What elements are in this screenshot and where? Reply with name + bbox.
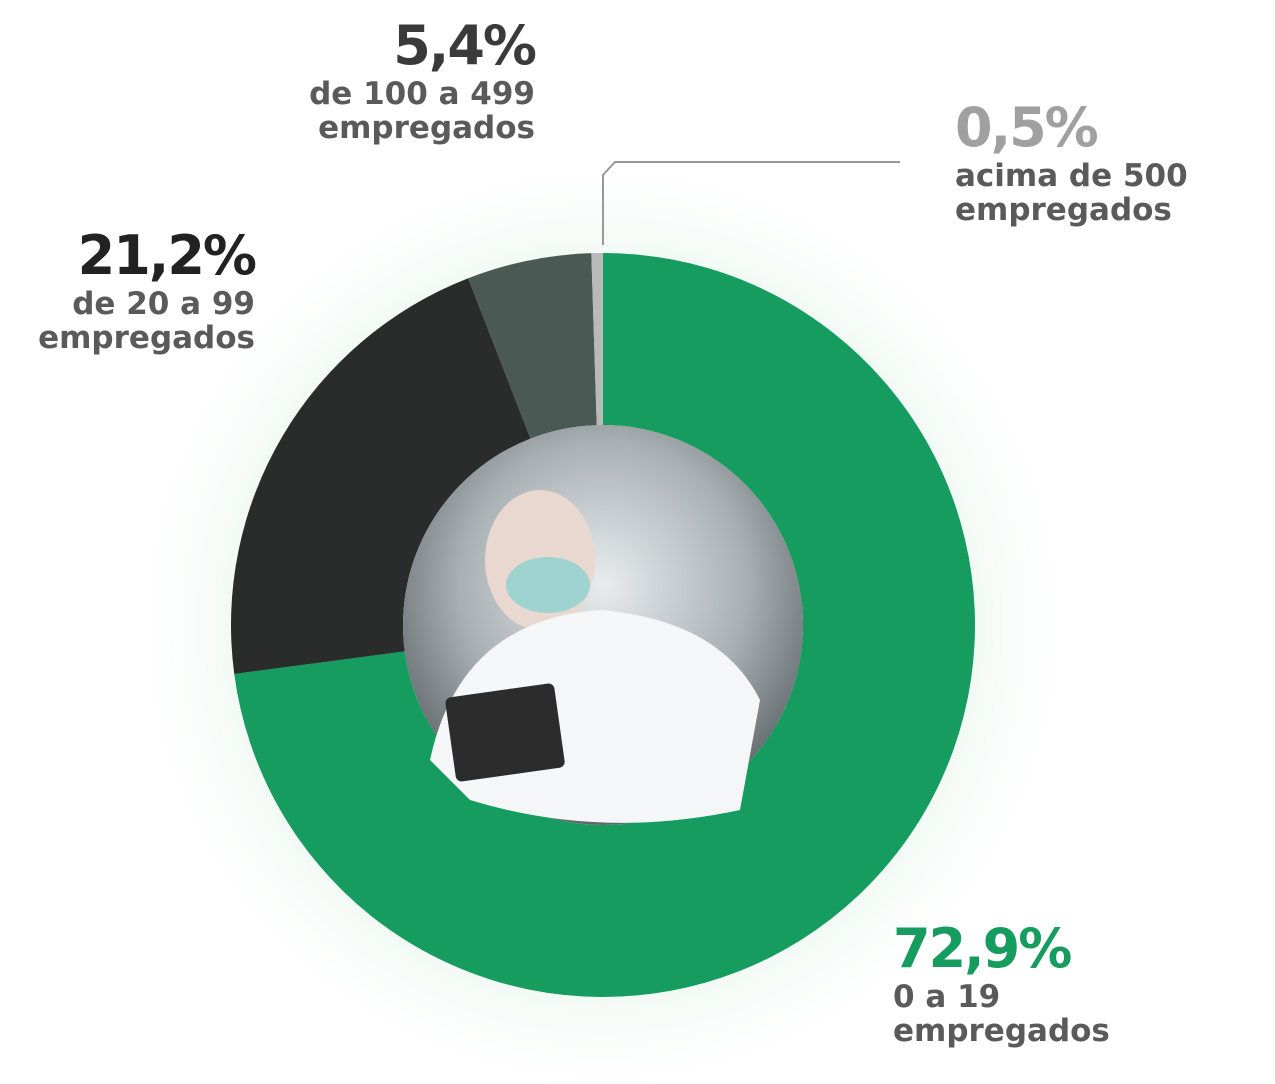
slice-label: 0,5% acima de 500 empregados xyxy=(955,96,1275,228)
slice-label: 5,4% de 100 a 499 empregados xyxy=(275,14,537,146)
category-label: de 20 a 99 empregados xyxy=(38,286,255,356)
slice xyxy=(468,253,597,439)
category-label: de 100 a 499 empregados xyxy=(309,76,535,146)
leader-line xyxy=(602,161,900,245)
category-label: acima de 500 empregados xyxy=(955,158,1188,228)
slice xyxy=(591,253,603,426)
value-label: 72,9% xyxy=(893,917,1072,980)
category-label: 0 a 19 empregados xyxy=(893,979,1110,1049)
photo-mask xyxy=(506,557,590,613)
slice-label: 72,9% 0 a 19 empregados xyxy=(893,917,1153,1049)
value-label: 5,4% xyxy=(393,14,537,77)
slice xyxy=(234,253,976,997)
slices xyxy=(231,253,976,997)
value-label: 21,2% xyxy=(77,224,257,287)
photo-clipboard xyxy=(445,683,565,782)
slice-label: 21,2% de 20 a 99 empregados xyxy=(5,224,257,356)
value-label: 0,5% xyxy=(955,96,1099,159)
slice xyxy=(231,278,531,674)
